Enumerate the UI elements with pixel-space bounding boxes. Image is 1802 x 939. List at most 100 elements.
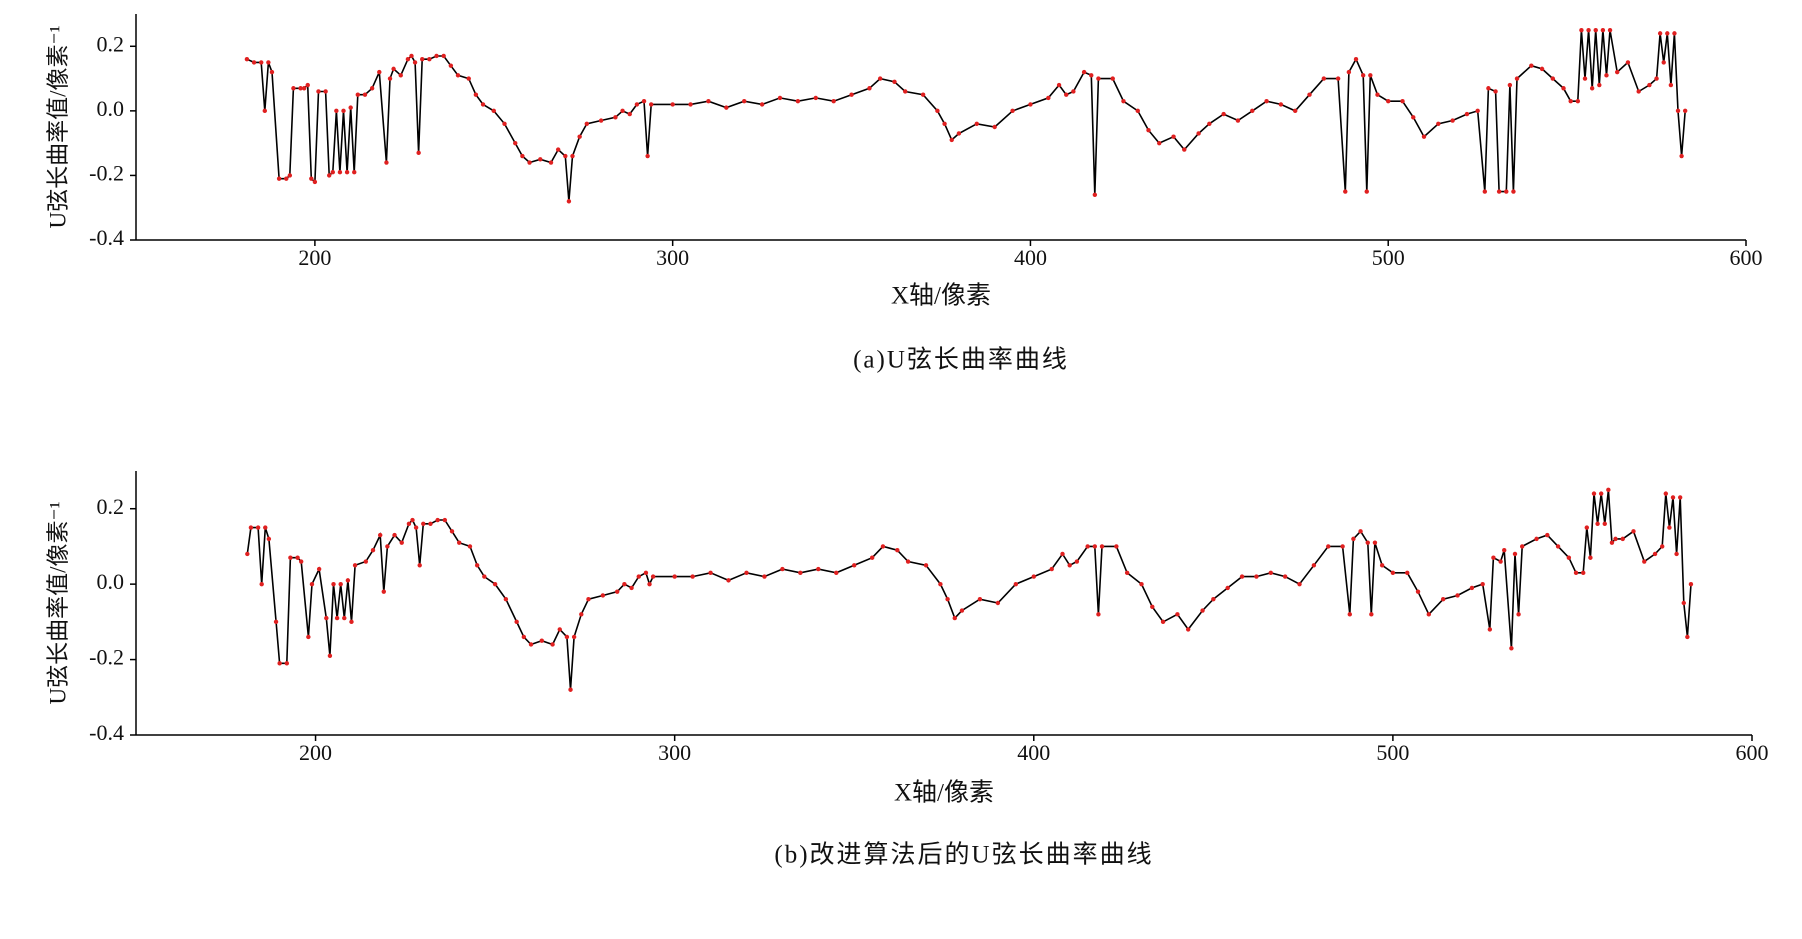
point xyxy=(1491,555,1496,560)
point xyxy=(1390,570,1396,576)
x-tick-label: 400 xyxy=(1014,245,1047,270)
point xyxy=(920,92,926,97)
point xyxy=(584,121,589,126)
point xyxy=(520,153,525,159)
x-tick-label: 200 xyxy=(299,740,332,765)
point xyxy=(428,521,433,526)
point xyxy=(480,102,486,107)
point xyxy=(1031,574,1036,579)
point xyxy=(352,563,358,568)
point xyxy=(259,60,264,65)
point xyxy=(1379,563,1385,568)
point xyxy=(992,124,997,130)
point xyxy=(570,153,575,159)
point xyxy=(1278,102,1284,107)
point xyxy=(355,92,361,97)
point xyxy=(1607,27,1613,33)
point xyxy=(1146,128,1151,133)
point xyxy=(724,105,729,110)
point xyxy=(690,574,695,579)
point xyxy=(1250,108,1255,114)
point xyxy=(342,615,347,621)
point xyxy=(482,574,487,579)
point xyxy=(566,199,572,204)
point xyxy=(399,540,404,545)
point xyxy=(1092,192,1098,197)
point xyxy=(521,634,527,640)
point xyxy=(1207,121,1212,126)
point xyxy=(1604,73,1609,78)
point xyxy=(284,176,289,181)
point xyxy=(1615,69,1620,75)
point xyxy=(1469,585,1475,591)
x-tick-label: 300 xyxy=(658,740,691,765)
point xyxy=(577,134,582,139)
point xyxy=(903,89,908,94)
point xyxy=(555,147,561,152)
point xyxy=(1150,604,1155,609)
point xyxy=(309,176,314,181)
point xyxy=(455,73,461,78)
point xyxy=(1631,529,1636,534)
point xyxy=(1498,559,1503,564)
point xyxy=(923,563,929,568)
point xyxy=(1581,570,1586,576)
point xyxy=(1679,153,1684,159)
point xyxy=(344,170,350,175)
point xyxy=(441,53,446,59)
point xyxy=(312,179,318,185)
point xyxy=(1586,27,1591,33)
point xyxy=(442,517,448,523)
point xyxy=(377,532,383,538)
point xyxy=(398,73,403,78)
y-tick-label: -0.2 xyxy=(89,645,124,670)
point xyxy=(1049,566,1054,572)
point xyxy=(1074,559,1080,564)
point xyxy=(1668,82,1674,88)
point xyxy=(952,615,957,621)
point xyxy=(1010,108,1015,114)
y-tick-label: 0.0 xyxy=(97,569,125,594)
point xyxy=(1620,536,1625,542)
point xyxy=(427,57,432,62)
x-axis-label: X轴/像素 xyxy=(894,779,994,807)
point xyxy=(579,612,584,617)
point xyxy=(1677,495,1683,500)
point xyxy=(1013,581,1019,587)
point xyxy=(1504,189,1509,194)
point xyxy=(1360,73,1366,78)
point xyxy=(1475,108,1480,114)
point xyxy=(331,581,336,587)
point xyxy=(1064,92,1069,97)
point xyxy=(1606,487,1611,493)
point xyxy=(1509,646,1514,651)
point xyxy=(1067,563,1072,568)
point xyxy=(1609,540,1615,545)
point xyxy=(1235,118,1241,123)
point xyxy=(1182,147,1187,152)
point xyxy=(1099,544,1105,549)
point xyxy=(1264,98,1269,104)
point xyxy=(316,566,322,572)
point xyxy=(467,544,473,549)
point xyxy=(1675,108,1681,114)
point xyxy=(1652,551,1658,557)
point xyxy=(291,86,296,91)
point xyxy=(1368,73,1373,78)
point xyxy=(491,108,496,114)
point xyxy=(649,102,654,107)
point xyxy=(295,555,300,560)
point xyxy=(473,92,479,97)
point xyxy=(363,559,369,564)
point xyxy=(852,563,857,568)
point xyxy=(539,638,544,643)
point xyxy=(1386,98,1391,104)
point xyxy=(381,589,386,594)
point xyxy=(413,525,419,530)
y-tick-label: -0.4 xyxy=(89,720,124,745)
point xyxy=(1625,60,1631,65)
point xyxy=(338,581,343,587)
y-axis-label: U弦长曲率值/像素⁻¹ xyxy=(45,25,70,228)
x-tick-label: 500 xyxy=(1372,245,1405,270)
point xyxy=(942,121,947,126)
